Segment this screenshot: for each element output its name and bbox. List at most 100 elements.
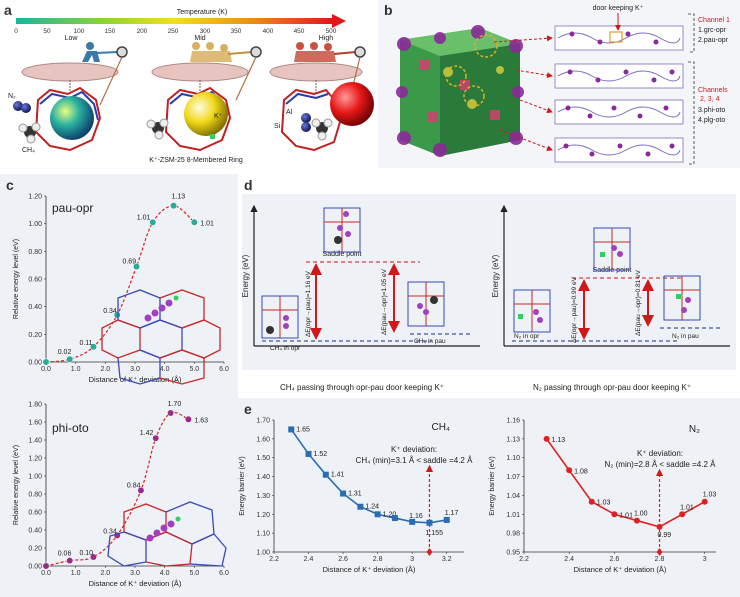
zeolite-framework-cube xyxy=(396,25,524,157)
data-point xyxy=(357,503,364,510)
x-tick-label: 4.0 xyxy=(160,570,170,577)
panel-c-label: c xyxy=(6,177,14,193)
data-label: 1.13 xyxy=(172,194,186,201)
platform xyxy=(269,62,363,82)
data-label: 1.13 xyxy=(552,437,566,444)
data-label: 1.52 xyxy=(314,451,328,458)
data-label: 1.70 xyxy=(168,401,182,408)
cage-structure-icon xyxy=(323,207,361,253)
y-tick-label: 0.00 xyxy=(28,360,42,367)
y-tick-label: 0.40 xyxy=(28,528,42,535)
data-label: 0.10 xyxy=(79,550,93,557)
data-point xyxy=(701,498,708,505)
data-label: 1.03 xyxy=(597,500,611,507)
x-tick-label: 2.2 xyxy=(519,556,529,563)
y-tick-label: 0.98 xyxy=(506,531,520,538)
data-point xyxy=(566,467,573,474)
cage-structure-icon xyxy=(663,275,701,321)
data-point xyxy=(42,562,50,570)
data-point xyxy=(288,426,295,433)
x-tick-label: 2.4 xyxy=(564,556,574,563)
temperature-colorbar xyxy=(16,18,332,24)
data-label: 1.24 xyxy=(365,504,379,511)
data-point xyxy=(374,511,381,518)
channels234-sub: 2, 3, 4 xyxy=(700,96,720,103)
x-tick-label: 3 xyxy=(703,556,707,563)
data-point xyxy=(167,409,175,417)
cb-tick: 450 xyxy=(294,28,305,35)
cb-tick: 100 xyxy=(74,28,85,35)
cb-tick: 300 xyxy=(200,28,211,35)
colorbar-title: Temperature (K) xyxy=(177,9,228,16)
y-tick-label: 1.00 xyxy=(256,550,270,557)
n2-molecule-icon xyxy=(301,113,311,132)
channel-strip xyxy=(554,25,684,51)
level-low: Low xyxy=(65,35,79,42)
channels234-item: 4.plg-oto xyxy=(698,117,725,124)
y-tick-label: 1.50 xyxy=(256,455,270,462)
chart-title: phi-oto xyxy=(52,421,89,435)
channel-arrows xyxy=(493,35,553,152)
zeolite-ring xyxy=(164,86,232,152)
data-label: 1.31 xyxy=(348,491,362,498)
cb-tick: 400 xyxy=(263,28,274,35)
x-tick-label: 0.0 xyxy=(41,570,51,577)
data-label: 0.69 xyxy=(122,259,136,266)
colorbar-arrow-icon xyxy=(332,14,346,28)
y-tick-label: 1.80 xyxy=(28,402,42,409)
y-tick-label: 1.70 xyxy=(256,418,270,425)
data-point xyxy=(322,471,329,478)
x-tick-label: 3.0 xyxy=(130,366,140,373)
chart-title: N₂ xyxy=(689,424,700,435)
si-label: Si xyxy=(274,123,281,130)
data-point xyxy=(170,202,178,210)
channel-strip xyxy=(554,99,684,125)
y-axis-label: Energy barrier (eV) xyxy=(239,456,246,516)
panel-e: e 2.2 2.4 2.6 2.8 3 3.2 1.00 1.10 1.20 1.30 1.40 1.… xyxy=(238,398,740,597)
data-label: 0.34 xyxy=(103,308,117,315)
x-tick-label: 5.0 xyxy=(189,570,199,577)
saddle-label: Saddle point xyxy=(323,251,362,258)
platform xyxy=(21,62,119,82)
data-point xyxy=(149,218,157,226)
al-label: Al xyxy=(286,109,293,116)
y-tick-label: 1.07 xyxy=(506,474,520,481)
ch4-molecule-icon xyxy=(146,118,169,140)
data-label: 1.01 xyxy=(619,512,633,519)
x-tick-label: 2.0 xyxy=(100,570,110,577)
data-label: 1.08 xyxy=(574,468,588,475)
x-tick-label: 6.0 xyxy=(219,570,229,577)
x-tick-label: 6.0 xyxy=(219,366,229,373)
panel-a-label: a xyxy=(4,2,12,18)
data-label: 1.01 xyxy=(200,220,214,227)
cage-structure-icon xyxy=(593,227,631,271)
cb-tick: 150 xyxy=(105,28,116,35)
data-label: 1.65 xyxy=(296,426,310,433)
panel-a: a Temperature (K) 0 50 100 150 200 250 3… xyxy=(0,0,378,168)
y-tick-label: 1.01 xyxy=(506,512,520,519)
data-point xyxy=(426,519,433,526)
y-tick-label: 1.04 xyxy=(506,493,520,500)
data-label: 1.16 xyxy=(409,513,423,520)
data-label: 0.99 xyxy=(658,532,672,539)
x-tick-label: 3.2 xyxy=(442,556,452,563)
n2-label: N₂ xyxy=(8,93,16,100)
framework-inset-pau-opr xyxy=(101,289,221,385)
data-label: 1.01 xyxy=(680,504,694,511)
y-tick-label: 0.80 xyxy=(28,492,42,499)
data-label: 1.01 xyxy=(137,214,151,221)
energy-diagram-ch4: Energy (eV) ΔE(opr→pau)=1.16 eV ΔE(pau→o… xyxy=(241,204,480,392)
data-point xyxy=(305,450,312,457)
data-point xyxy=(443,516,450,523)
energy-axis-label: Energy (eV) xyxy=(491,254,500,297)
series-line xyxy=(545,438,706,528)
channel-strip xyxy=(554,63,684,89)
y-tick-label: 1.00 xyxy=(28,221,42,228)
level-mid: Mid xyxy=(194,35,205,42)
ch4-caption: CH₄ passing through opr-pau door keeping… xyxy=(280,383,444,392)
y-tick-label: 1.40 xyxy=(256,474,270,481)
barrier-rev: ΔE(pau→opr)=1.05 eV xyxy=(381,268,388,335)
ch4-label: CH₄ xyxy=(22,147,35,154)
chart-title: pau-opr xyxy=(52,201,93,215)
x-tick-label: 1.0 xyxy=(71,366,81,373)
